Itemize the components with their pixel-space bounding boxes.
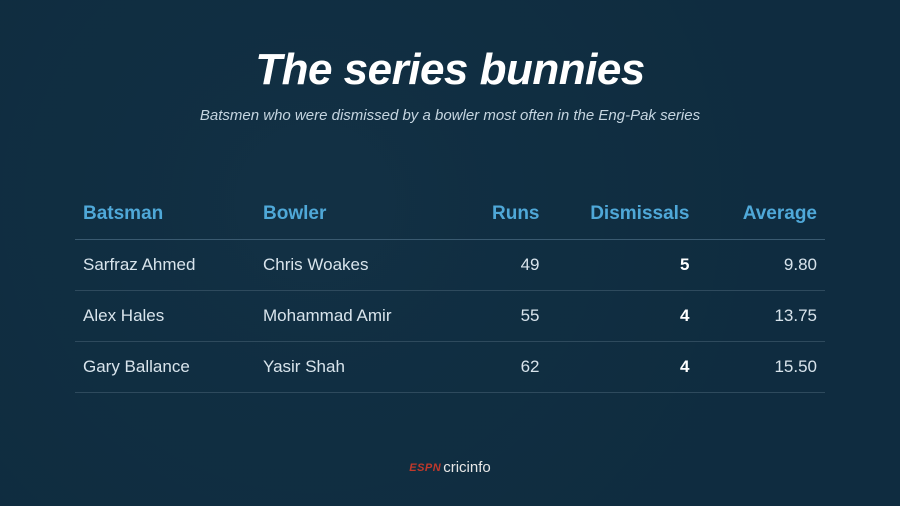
cell-bowler: Chris Woakes xyxy=(255,240,443,291)
infographic-container: The series bunnies Batsmen who were dism… xyxy=(0,0,900,506)
cell-bowler: Yasir Shah xyxy=(255,342,443,393)
cell-average: 9.80 xyxy=(698,240,826,291)
column-header-runs: Runs xyxy=(443,189,548,240)
cell-runs: 49 xyxy=(443,240,548,291)
cell-dismissals: 4 xyxy=(548,291,698,342)
cell-average: 13.75 xyxy=(698,291,826,342)
cell-batsman: Alex Hales xyxy=(75,291,255,342)
table-row: Gary Ballance Yasir Shah 62 4 15.50 xyxy=(75,342,825,393)
column-header-dismissals: Dismissals xyxy=(548,189,698,240)
table-header-row: Batsman Bowler Runs Dismissals Average xyxy=(75,189,825,240)
bunnies-table: Batsman Bowler Runs Dismissals Average S… xyxy=(75,189,825,393)
cell-bowler: Mohammad Amir xyxy=(255,291,443,342)
table-row: Sarfraz Ahmed Chris Woakes 49 5 9.80 xyxy=(75,240,825,291)
cell-dismissals: 4 xyxy=(548,342,698,393)
page-subtitle: Batsmen who were dismissed by a bowler m… xyxy=(75,107,825,124)
cell-runs: 62 xyxy=(443,342,548,393)
cell-dismissals: 5 xyxy=(548,240,698,291)
cell-batsman: Sarfraz Ahmed xyxy=(75,240,255,291)
column-header-bowler: Bowler xyxy=(255,189,443,240)
cell-average: 15.50 xyxy=(698,342,826,393)
espn-logo-text: ESPN xyxy=(409,462,441,474)
footer-logo: ESPN cricinfo xyxy=(409,459,490,476)
page-title: The series bunnies xyxy=(75,45,825,95)
cell-batsman: Gary Ballance xyxy=(75,342,255,393)
cell-runs: 55 xyxy=(443,291,548,342)
column-header-average: Average xyxy=(698,189,826,240)
cricinfo-logo-text: cricinfo xyxy=(443,459,491,476)
column-header-batsman: Batsman xyxy=(75,189,255,240)
table-row: Alex Hales Mohammad Amir 55 4 13.75 xyxy=(75,291,825,342)
